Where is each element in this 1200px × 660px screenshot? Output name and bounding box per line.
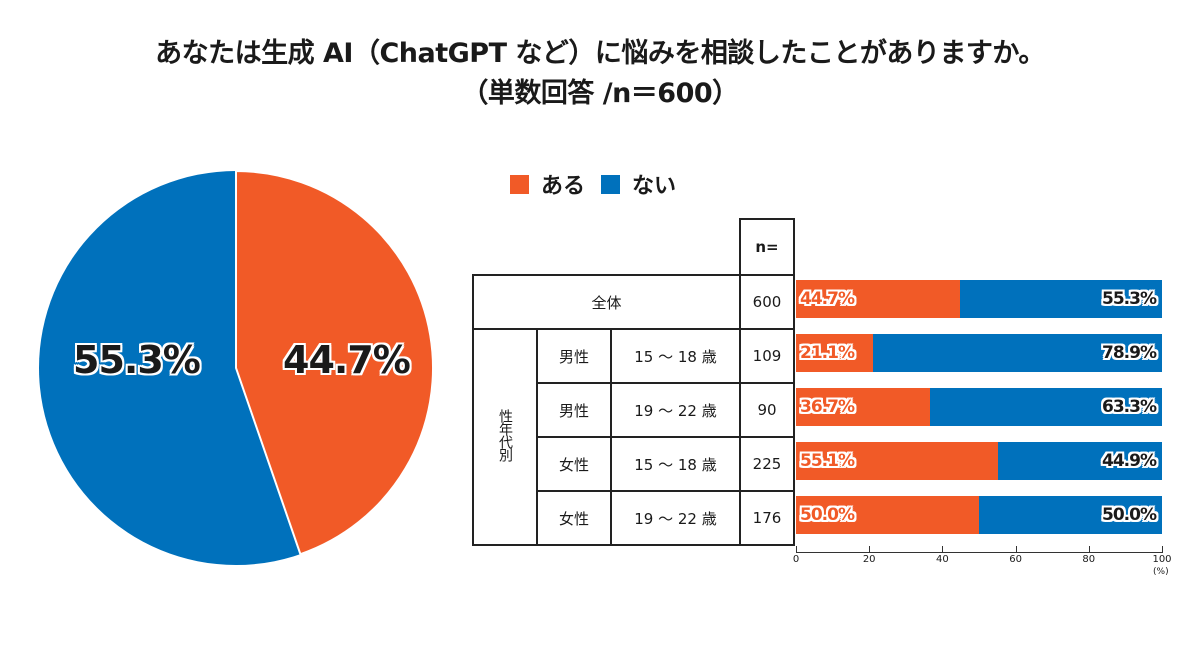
- x-axis-tick-label: 100: [1152, 554, 1172, 565]
- chart-title: あなたは生成 AI（ChatGPT など）に悩みを相談したことがありますか。 （…: [0, 34, 1200, 114]
- bar-segment-yes: 21.1%: [796, 334, 874, 372]
- stacked-bars: 44.7% 55.3% 21.1% 78.9% 36.7% 63.3% 55.1…: [796, 280, 1162, 550]
- bar-label-no: 44.9%: [1102, 451, 1157, 471]
- bar-segment-no: 63.3%: [930, 388, 1162, 426]
- sample-table: n= 全体 600 性年代別 男性 15 ～ 18 歳 109 男性 19 ～ …: [472, 218, 795, 546]
- row-n: 90: [739, 382, 795, 438]
- bar-row: 50.0% 50.0%: [796, 496, 1162, 534]
- x-axis: 0 20 40 60 80 100: [792, 540, 1172, 570]
- x-axis-tick: [796, 546, 797, 553]
- bar-segment-yes: 55.1%: [796, 442, 998, 480]
- row-gender: 女性: [536, 490, 612, 546]
- bar-segment-no: 78.9%: [873, 334, 1162, 372]
- bar-label-yes: 21.1%: [800, 343, 855, 363]
- title-line-2: （単数回答 /n＝600）: [461, 78, 739, 109]
- legend-label-yes: ある: [541, 174, 586, 199]
- overall-label: 全体: [472, 274, 741, 330]
- x-axis-tick: [1088, 546, 1090, 553]
- bar-segment-yes: 50.0%: [796, 496, 979, 534]
- x-axis-tick-label: 40: [936, 554, 949, 565]
- row-age: 15 ～ 18 歳: [610, 436, 741, 492]
- bar-segment-yes: 44.7%: [796, 280, 960, 318]
- bar-label-yes: 36.7%: [800, 397, 855, 417]
- bar-label-yes: 50.0%: [800, 505, 855, 525]
- bar-row: 44.7% 55.3%: [796, 280, 1162, 318]
- legend-item-no: ない: [601, 168, 676, 200]
- row-n: 109: [739, 328, 795, 384]
- x-axis-tick-label: 60: [1009, 554, 1022, 565]
- legend-label-no: ない: [632, 174, 677, 199]
- bar-row: 36.7% 63.3%: [796, 388, 1162, 426]
- row-n: 225: [739, 436, 795, 492]
- legend-swatch-no: [601, 174, 621, 194]
- bar-segment-no: 44.9%: [997, 442, 1162, 480]
- bar-segment-no: 55.3%: [959, 280, 1162, 318]
- pie-chart: [39, 169, 435, 565]
- legend-swatch-yes: [510, 174, 529, 194]
- x-axis-unit: (%): [1153, 567, 1169, 577]
- bar-label-yes: 55.1%: [800, 451, 855, 471]
- pie-label-no: 55.3%: [73, 338, 201, 382]
- row-age: 19 ～ 22 歳: [610, 382, 741, 438]
- x-axis-tick: [869, 546, 871, 553]
- bar-label-no: 78.9%: [1102, 343, 1157, 363]
- overall-n: 600: [739, 274, 795, 330]
- bar-segment-no: 50.0%: [979, 496, 1162, 534]
- row-n: 176: [739, 490, 795, 546]
- row-age: 15 ～ 18 歳: [610, 328, 741, 384]
- title-line-1: あなたは生成 AI（ChatGPT など）に悩みを相談したことがありますか。: [155, 38, 1045, 69]
- n-header: n=: [739, 218, 795, 276]
- x-axis-tick-label: 80: [1082, 554, 1096, 565]
- x-axis-tick: [1015, 546, 1017, 553]
- bar-label-no: 55.3%: [1102, 289, 1157, 309]
- group-label-cell: 性年代別: [472, 328, 538, 546]
- x-axis-line: [796, 552, 1162, 553]
- bar-row: 55.1% 44.9%: [796, 442, 1162, 480]
- pie-label-yes: 44.7%: [283, 338, 411, 382]
- legend-item-yes: ある: [510, 168, 585, 200]
- bar-segment-yes: 36.7%: [796, 388, 931, 426]
- row-gender: 女性: [536, 436, 612, 492]
- bar-label-no: 50.0%: [1102, 505, 1157, 525]
- pie-slice-yes: [235, 169, 435, 556]
- row-gender: 男性: [536, 382, 612, 438]
- row-gender: 男性: [536, 328, 612, 384]
- x-axis-tick-label: 0: [792, 554, 800, 565]
- bar-label-yes: 44.7%: [800, 289, 855, 309]
- bar-row: 21.1% 78.9%: [796, 334, 1162, 372]
- x-axis-tick-label: 20: [862, 554, 876, 565]
- x-axis-tick: [1162, 546, 1163, 553]
- group-label: 性年代別: [497, 409, 513, 461]
- x-axis-tick: [942, 546, 944, 553]
- legend: ある ない: [510, 168, 682, 200]
- bar-label-no: 63.3%: [1102, 397, 1157, 417]
- row-age: 19 ～ 22 歳: [610, 490, 741, 546]
